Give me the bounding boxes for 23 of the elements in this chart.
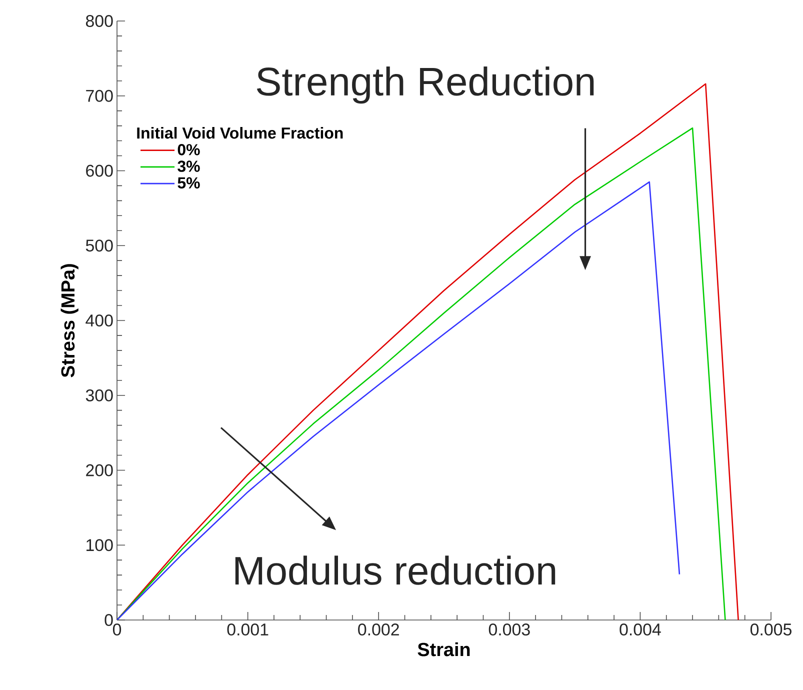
x-tick-label: 0.001 xyxy=(227,624,268,636)
y-tick-label: 600 xyxy=(86,164,113,177)
x-tick-label: 0.003 xyxy=(488,624,530,636)
y-tick-label: 200 xyxy=(86,464,113,476)
y-tick-label: 700 xyxy=(86,90,113,102)
legend-label: 0% xyxy=(178,144,200,156)
x-axis-title: Strain xyxy=(418,642,470,656)
x-tick-label: 0 xyxy=(112,624,122,636)
annotation: Modulus reduction xyxy=(235,556,556,585)
x-tick-label: 0.002 xyxy=(358,624,399,636)
x-tick-label: 0.004 xyxy=(620,624,661,636)
annotation: Strength Reduction xyxy=(256,66,594,104)
legend-label: 3% xyxy=(178,160,200,172)
y-tick-label: 800 xyxy=(86,14,113,27)
legend-title: Initial Void Volume Fraction xyxy=(137,127,343,139)
y-tick-label: 100 xyxy=(86,539,113,552)
y-axis-title: Stress (MPa) xyxy=(60,264,78,378)
y-tick-label: 400 xyxy=(86,314,113,326)
x-tick-label: 0.005 xyxy=(750,624,792,636)
legend-label: 5% xyxy=(178,177,200,188)
y-tick-label: 500 xyxy=(86,240,113,252)
y-tick-label: 300 xyxy=(86,389,113,402)
y-tick-label: 0 xyxy=(104,614,113,626)
